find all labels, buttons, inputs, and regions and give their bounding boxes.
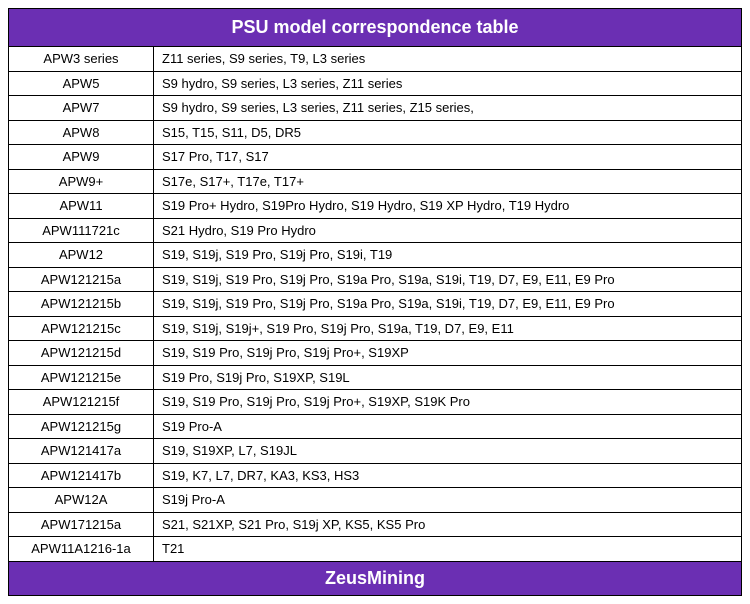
table-row: APW121215fS19, S19 Pro, S19j Pro, S19j P… bbox=[9, 390, 741, 415]
compatible-models-cell: S17e, S17+, T17e, T17+ bbox=[154, 170, 741, 194]
table-row: APW5S9 hydro, S9 series, L3 series, Z11 … bbox=[9, 72, 741, 97]
psu-model-cell: APW111721c bbox=[9, 219, 154, 243]
psu-model-cell: APW11 bbox=[9, 194, 154, 218]
table-row: APW9S17 Pro, T17, S17 bbox=[9, 145, 741, 170]
psu-model-cell: APW11A1216-1a bbox=[9, 537, 154, 561]
table-row: APW3 seriesZ11 series, S9 series, T9, L3… bbox=[9, 47, 741, 72]
compatible-models-cell: S19, S19j, S19 Pro, S19j Pro, S19a Pro, … bbox=[154, 292, 741, 316]
table-body: APW3 seriesZ11 series, S9 series, T9, L3… bbox=[9, 47, 741, 562]
compatible-models-cell: S19, S19j, S19j+, S19 Pro, S19j Pro, S19… bbox=[154, 317, 741, 341]
table-row: APW12AS19j Pro-A bbox=[9, 488, 741, 513]
table-row: APW111721cS21 Hydro, S19 Pro Hydro bbox=[9, 219, 741, 244]
psu-model-cell: APW121215f bbox=[9, 390, 154, 414]
table-row: APW9+S17e, S17+, T17e, T17+ bbox=[9, 170, 741, 195]
compatible-models-cell: S19j Pro-A bbox=[154, 488, 741, 512]
compatible-models-cell: S9 hydro, S9 series, L3 series, Z11 seri… bbox=[154, 72, 741, 96]
psu-model-cell: APW121215g bbox=[9, 415, 154, 439]
table-row: APW121215dS19, S19 Pro, S19j Pro, S19j P… bbox=[9, 341, 741, 366]
table-title: PSU model correspondence table bbox=[9, 9, 741, 47]
table-row: APW121417aS19, S19XP, L7, S19JL bbox=[9, 439, 741, 464]
compatible-models-cell: S21 Hydro, S19 Pro Hydro bbox=[154, 219, 741, 243]
psu-model-cell: APW9+ bbox=[9, 170, 154, 194]
compatible-models-cell: S19, S19j, S19 Pro, S19j Pro, S19a Pro, … bbox=[154, 268, 741, 292]
compatible-models-cell: S21, S21XP, S21 Pro, S19j XP, KS5, KS5 P… bbox=[154, 513, 741, 537]
compatible-models-cell: S19, S19 Pro, S19j Pro, S19j Pro+, S19XP… bbox=[154, 390, 741, 414]
psu-model-cell: APW171215a bbox=[9, 513, 154, 537]
compatible-models-cell: S19, S19 Pro, S19j Pro, S19j Pro+, S19XP bbox=[154, 341, 741, 365]
compatible-models-cell: S19 Pro, S19j Pro, S19XP, S19L bbox=[154, 366, 741, 390]
table-row: APW7S9 hydro, S9 series, L3 series, Z11 … bbox=[9, 96, 741, 121]
table-row: APW121215bS19, S19j, S19 Pro, S19j Pro, … bbox=[9, 292, 741, 317]
table-row: APW121215gS19 Pro-A bbox=[9, 415, 741, 440]
psu-correspondence-table: PSU model correspondence table APW3 seri… bbox=[8, 8, 742, 596]
psu-model-cell: APW121215a bbox=[9, 268, 154, 292]
table-row: APW121215eS19 Pro, S19j Pro, S19XP, S19L bbox=[9, 366, 741, 391]
table-row: APW121215aS19, S19j, S19 Pro, S19j Pro, … bbox=[9, 268, 741, 293]
table-footer: ZeusMining bbox=[9, 562, 741, 595]
psu-model-cell: APW7 bbox=[9, 96, 154, 120]
psu-model-cell: APW121215d bbox=[9, 341, 154, 365]
psu-model-cell: APW12A bbox=[9, 488, 154, 512]
compatible-models-cell: T21 bbox=[154, 537, 741, 561]
compatible-models-cell: S9 hydro, S9 series, L3 series, Z11 seri… bbox=[154, 96, 741, 120]
table-row: APW121215cS19, S19j, S19j+, S19 Pro, S19… bbox=[9, 317, 741, 342]
psu-model-cell: APW12 bbox=[9, 243, 154, 267]
compatible-models-cell: S19 Pro-A bbox=[154, 415, 741, 439]
table-row: APW171215aS21, S21XP, S21 Pro, S19j XP, … bbox=[9, 513, 741, 538]
compatible-models-cell: S19 Pro+ Hydro, S19Pro Hydro, S19 Hydro,… bbox=[154, 194, 741, 218]
compatible-models-cell: S19, K7, L7, DR7, KA3, KS3, HS3 bbox=[154, 464, 741, 488]
compatible-models-cell: Z11 series, S9 series, T9, L3 series bbox=[154, 47, 741, 71]
table-row: APW12S19, S19j, S19 Pro, S19j Pro, S19i,… bbox=[9, 243, 741, 268]
psu-model-cell: APW121215c bbox=[9, 317, 154, 341]
psu-model-cell: APW8 bbox=[9, 121, 154, 145]
table-row: APW11A1216-1aT21 bbox=[9, 537, 741, 562]
table-row: APW121417bS19, K7, L7, DR7, KA3, KS3, HS… bbox=[9, 464, 741, 489]
table-row: APW8S15, T15, S11, D5, DR5 bbox=[9, 121, 741, 146]
psu-model-cell: APW121215e bbox=[9, 366, 154, 390]
compatible-models-cell: S15, T15, S11, D5, DR5 bbox=[154, 121, 741, 145]
compatible-models-cell: S19, S19j, S19 Pro, S19j Pro, S19i, T19 bbox=[154, 243, 741, 267]
psu-model-cell: APW5 bbox=[9, 72, 154, 96]
psu-model-cell: APW121417b bbox=[9, 464, 154, 488]
table-row: APW11S19 Pro+ Hydro, S19Pro Hydro, S19 H… bbox=[9, 194, 741, 219]
psu-model-cell: APW9 bbox=[9, 145, 154, 169]
psu-model-cell: APW121417a bbox=[9, 439, 154, 463]
compatible-models-cell: S19, S19XP, L7, S19JL bbox=[154, 439, 741, 463]
psu-model-cell: APW3 series bbox=[9, 47, 154, 71]
compatible-models-cell: S17 Pro, T17, S17 bbox=[154, 145, 741, 169]
psu-model-cell: APW121215b bbox=[9, 292, 154, 316]
